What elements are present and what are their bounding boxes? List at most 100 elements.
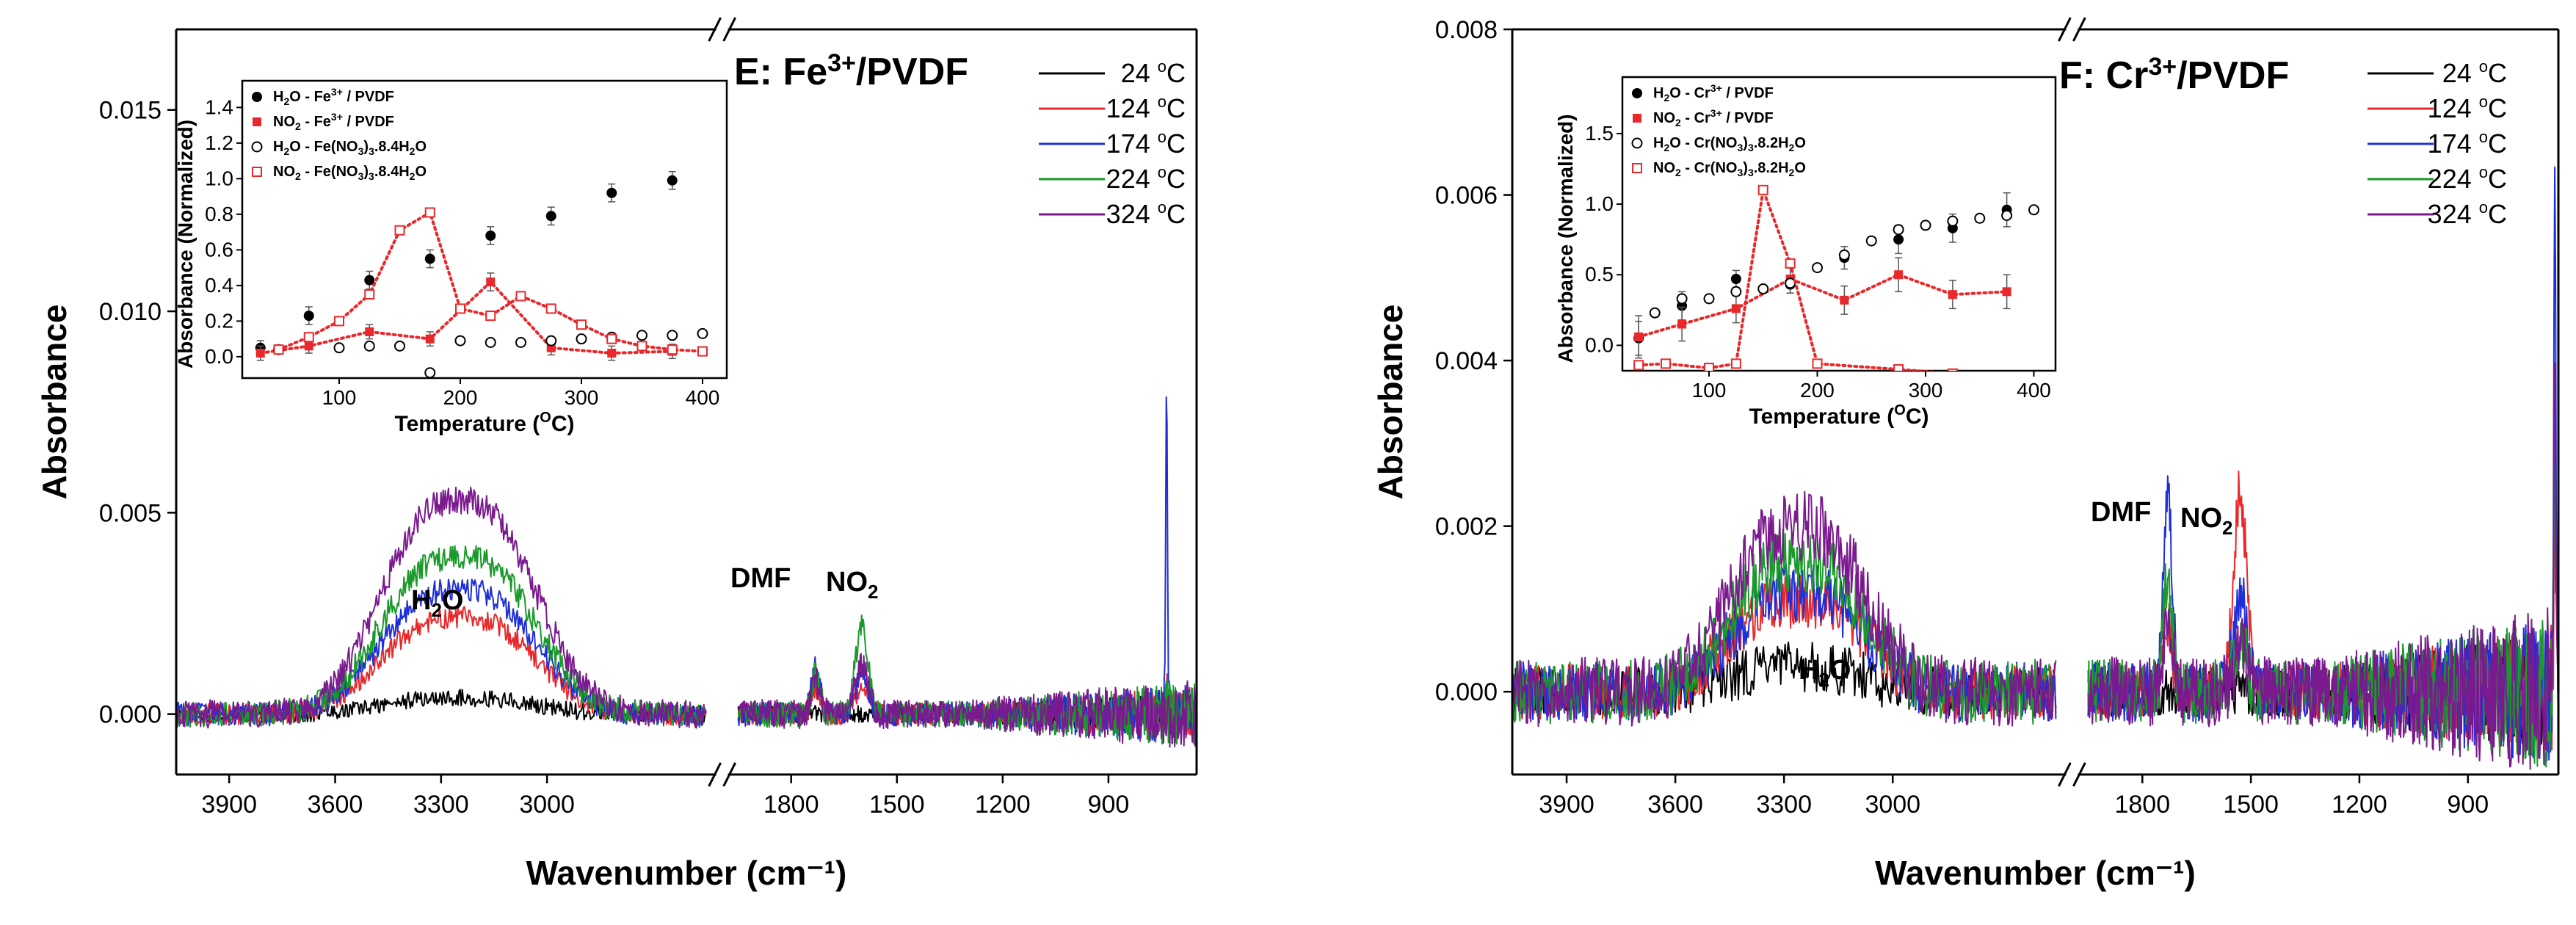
inset-x-tick-label: 400 <box>2017 379 2051 402</box>
inset-legend-marker <box>253 117 261 126</box>
inset-y-tick-label: 0.8 <box>205 203 233 225</box>
x-tick-label: 1200 <box>975 791 1031 819</box>
inset-point <box>1634 332 1644 341</box>
legend-label: 324 oC <box>2428 198 2507 229</box>
x-tick-label: 3900 <box>201 791 257 819</box>
inset-x-tick-label: 400 <box>686 386 720 409</box>
inset-x-tick-label: 100 <box>1692 379 1727 402</box>
inset-point <box>667 344 678 355</box>
inset-point <box>394 340 405 352</box>
axis-break-mark <box>708 762 722 787</box>
inset-point <box>1785 258 1796 269</box>
inset-x-axis-label: Temperature (OC) <box>1749 402 1929 429</box>
x-tick-label: 1200 <box>2332 791 2387 819</box>
inset-point <box>454 335 466 347</box>
inset-y-tick-label: 1.0 <box>1585 192 1614 215</box>
inset-frame <box>241 79 728 380</box>
inset-point <box>1730 286 1742 297</box>
inset-point <box>545 211 556 222</box>
inset-y-tick-label: 0.5 <box>1585 263 1614 286</box>
inset-dotted-line <box>1637 273 2009 338</box>
series-line-324-right <box>738 653 1197 748</box>
x-axis-label: Wavenumber (cm⁻¹) <box>1875 854 2196 892</box>
inset-point <box>1676 293 1688 305</box>
inset-point <box>607 349 617 358</box>
y-tick-label: 0.002 <box>1435 513 1498 541</box>
inset-point <box>424 207 435 218</box>
x-tick-label: 3000 <box>519 791 575 819</box>
inset-point <box>255 349 265 358</box>
inset-point <box>485 230 496 241</box>
inset-point <box>273 344 284 355</box>
legend-label: 324 oC <box>1106 198 1186 229</box>
inset-point <box>1947 368 1958 371</box>
inset-background <box>1567 50 2058 411</box>
inset-point <box>1703 293 1715 305</box>
inset-point <box>363 340 375 352</box>
x-tick-label: 900 <box>2447 791 2489 819</box>
inset-point <box>1948 290 1957 300</box>
inset-point <box>576 319 587 330</box>
inset-point <box>455 303 465 314</box>
inset-point <box>1865 235 1877 247</box>
h2o-label: H2O <box>411 585 463 621</box>
inset-y-tick-label: 1.2 <box>205 131 233 154</box>
panel-title: E: Fe3+/PVDF <box>734 49 968 93</box>
x-tick-label: 3600 <box>308 791 363 819</box>
inset-point <box>1730 358 1741 369</box>
inset-legend-marker <box>1632 88 1642 98</box>
inset-point <box>545 335 557 347</box>
inset-point <box>1947 215 1959 227</box>
inset-point <box>515 336 526 348</box>
panel-F: 0.000 0.002 0.004 0.006 0.008 3900 3600 3300 300… <box>1371 16 2560 892</box>
inset-point <box>1661 358 1671 369</box>
inset-point <box>1649 307 1661 319</box>
inset-point <box>2001 209 2013 221</box>
inset-point <box>1812 262 1823 274</box>
inset: 0.0 0.2 0.4 0.6 0.8 1.0 1.2 1.4 100 200 300 400 Temp… <box>174 66 730 436</box>
dmf-label: DMF <box>2091 497 2151 528</box>
y-tick-label: 0.004 <box>1435 347 1498 375</box>
inset-point <box>303 332 314 343</box>
inset-x-tick-label: 300 <box>565 386 599 409</box>
inset-dotted-line <box>1637 184 1936 371</box>
axis-break-mark <box>2072 17 2086 42</box>
inset-point <box>1757 184 1768 195</box>
axis-break-mark <box>2058 17 2072 42</box>
x-tick-label: 1500 <box>2223 791 2279 819</box>
inset-x-tick-label: 200 <box>1800 379 1835 402</box>
inset-background <box>189 66 730 411</box>
legend-label: 224 oC <box>1106 163 1186 194</box>
no2-label: NO2 <box>2180 503 2232 539</box>
inset-point <box>334 316 344 327</box>
inset-point <box>304 341 313 351</box>
inset-x-tick-label: 300 <box>1909 379 1943 402</box>
inset-x-tick-label: 100 <box>322 386 357 409</box>
axis-break-mark <box>2072 762 2086 787</box>
inset-point <box>424 253 435 264</box>
inset-point <box>2028 204 2039 216</box>
x-tick-label: 3000 <box>1865 791 1920 819</box>
no2-label: NO2 <box>826 567 878 603</box>
x-tick-label: 3600 <box>1647 791 1703 819</box>
y-axis-label: Absorbance <box>1371 305 1409 500</box>
inset-y-tick-label: 1.0 <box>205 167 233 189</box>
inset-point <box>1893 224 1904 236</box>
y-tick-label: 0.006 <box>1435 182 1498 210</box>
inset-legend-marker <box>251 141 263 153</box>
inset-legend-marker <box>1631 137 1643 149</box>
series-line-324-right <box>2087 363 2558 770</box>
legend-label: 174 oC <box>1106 128 1186 159</box>
series-line-324-left <box>176 486 707 729</box>
inset-y-axis-label: Absorbance (Normalized) <box>1554 114 1577 363</box>
legend-label: 124 oC <box>2428 92 2507 123</box>
inset-point <box>1785 278 1796 289</box>
inset-point <box>486 278 496 287</box>
h2o-label: H2O <box>1799 655 1851 691</box>
inset-point <box>1812 358 1823 369</box>
inset-point <box>1840 295 1849 305</box>
inset-point <box>333 342 345 354</box>
inset-y-tick-label: 0.2 <box>205 309 233 332</box>
series-line-324-left <box>1512 490 2057 728</box>
y-tick-label: 0.008 <box>1435 16 1498 44</box>
